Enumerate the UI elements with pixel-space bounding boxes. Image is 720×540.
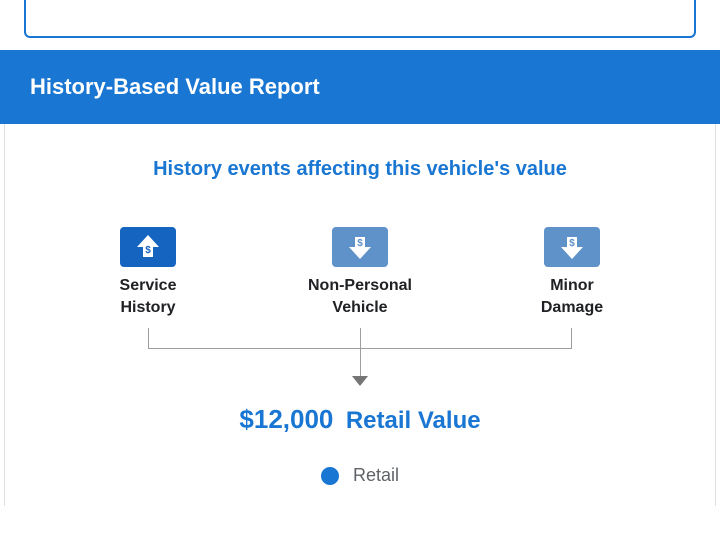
event-label: Non-Personal Vehicle: [308, 275, 412, 318]
event-service-history: $ Service History: [83, 227, 213, 318]
value-down-icon: $: [332, 227, 388, 267]
retail-value-row: $12,000 Retail Value: [5, 404, 715, 435]
svg-text:$: $: [145, 245, 151, 256]
retail-value-amount: $12,000: [239, 404, 333, 434]
event-label: Minor Damage: [541, 275, 603, 318]
svg-text:$: $: [569, 238, 575, 249]
legend-dot-icon: [321, 467, 339, 485]
event-non-personal-vehicle: $ Non-Personal Vehicle: [295, 227, 425, 318]
event-label: Service History: [120, 275, 177, 318]
legend-row: Retail: [5, 465, 715, 486]
retail-value-label: Retail Value: [346, 407, 481, 434]
value-up-icon: $: [120, 227, 176, 267]
previous-section-bottom: [24, 0, 696, 38]
events-row: $ Service History $ Non-Personal Vehicle: [5, 227, 715, 318]
event-minor-damage: $ Minor Damage: [507, 227, 637, 318]
svg-text:$: $: [357, 238, 363, 249]
legend-label: Retail: [353, 465, 399, 486]
value-panel: History events affecting this vehicle's …: [4, 124, 716, 506]
report-banner: History-Based Value Report: [0, 50, 720, 124]
value-down-icon: $: [544, 227, 600, 267]
arrow-down-icon: [352, 376, 368, 386]
events-connector: [83, 328, 637, 398]
report-banner-title: History-Based Value Report: [30, 74, 320, 99]
events-subheading: History events affecting this vehicle's …: [5, 158, 715, 181]
